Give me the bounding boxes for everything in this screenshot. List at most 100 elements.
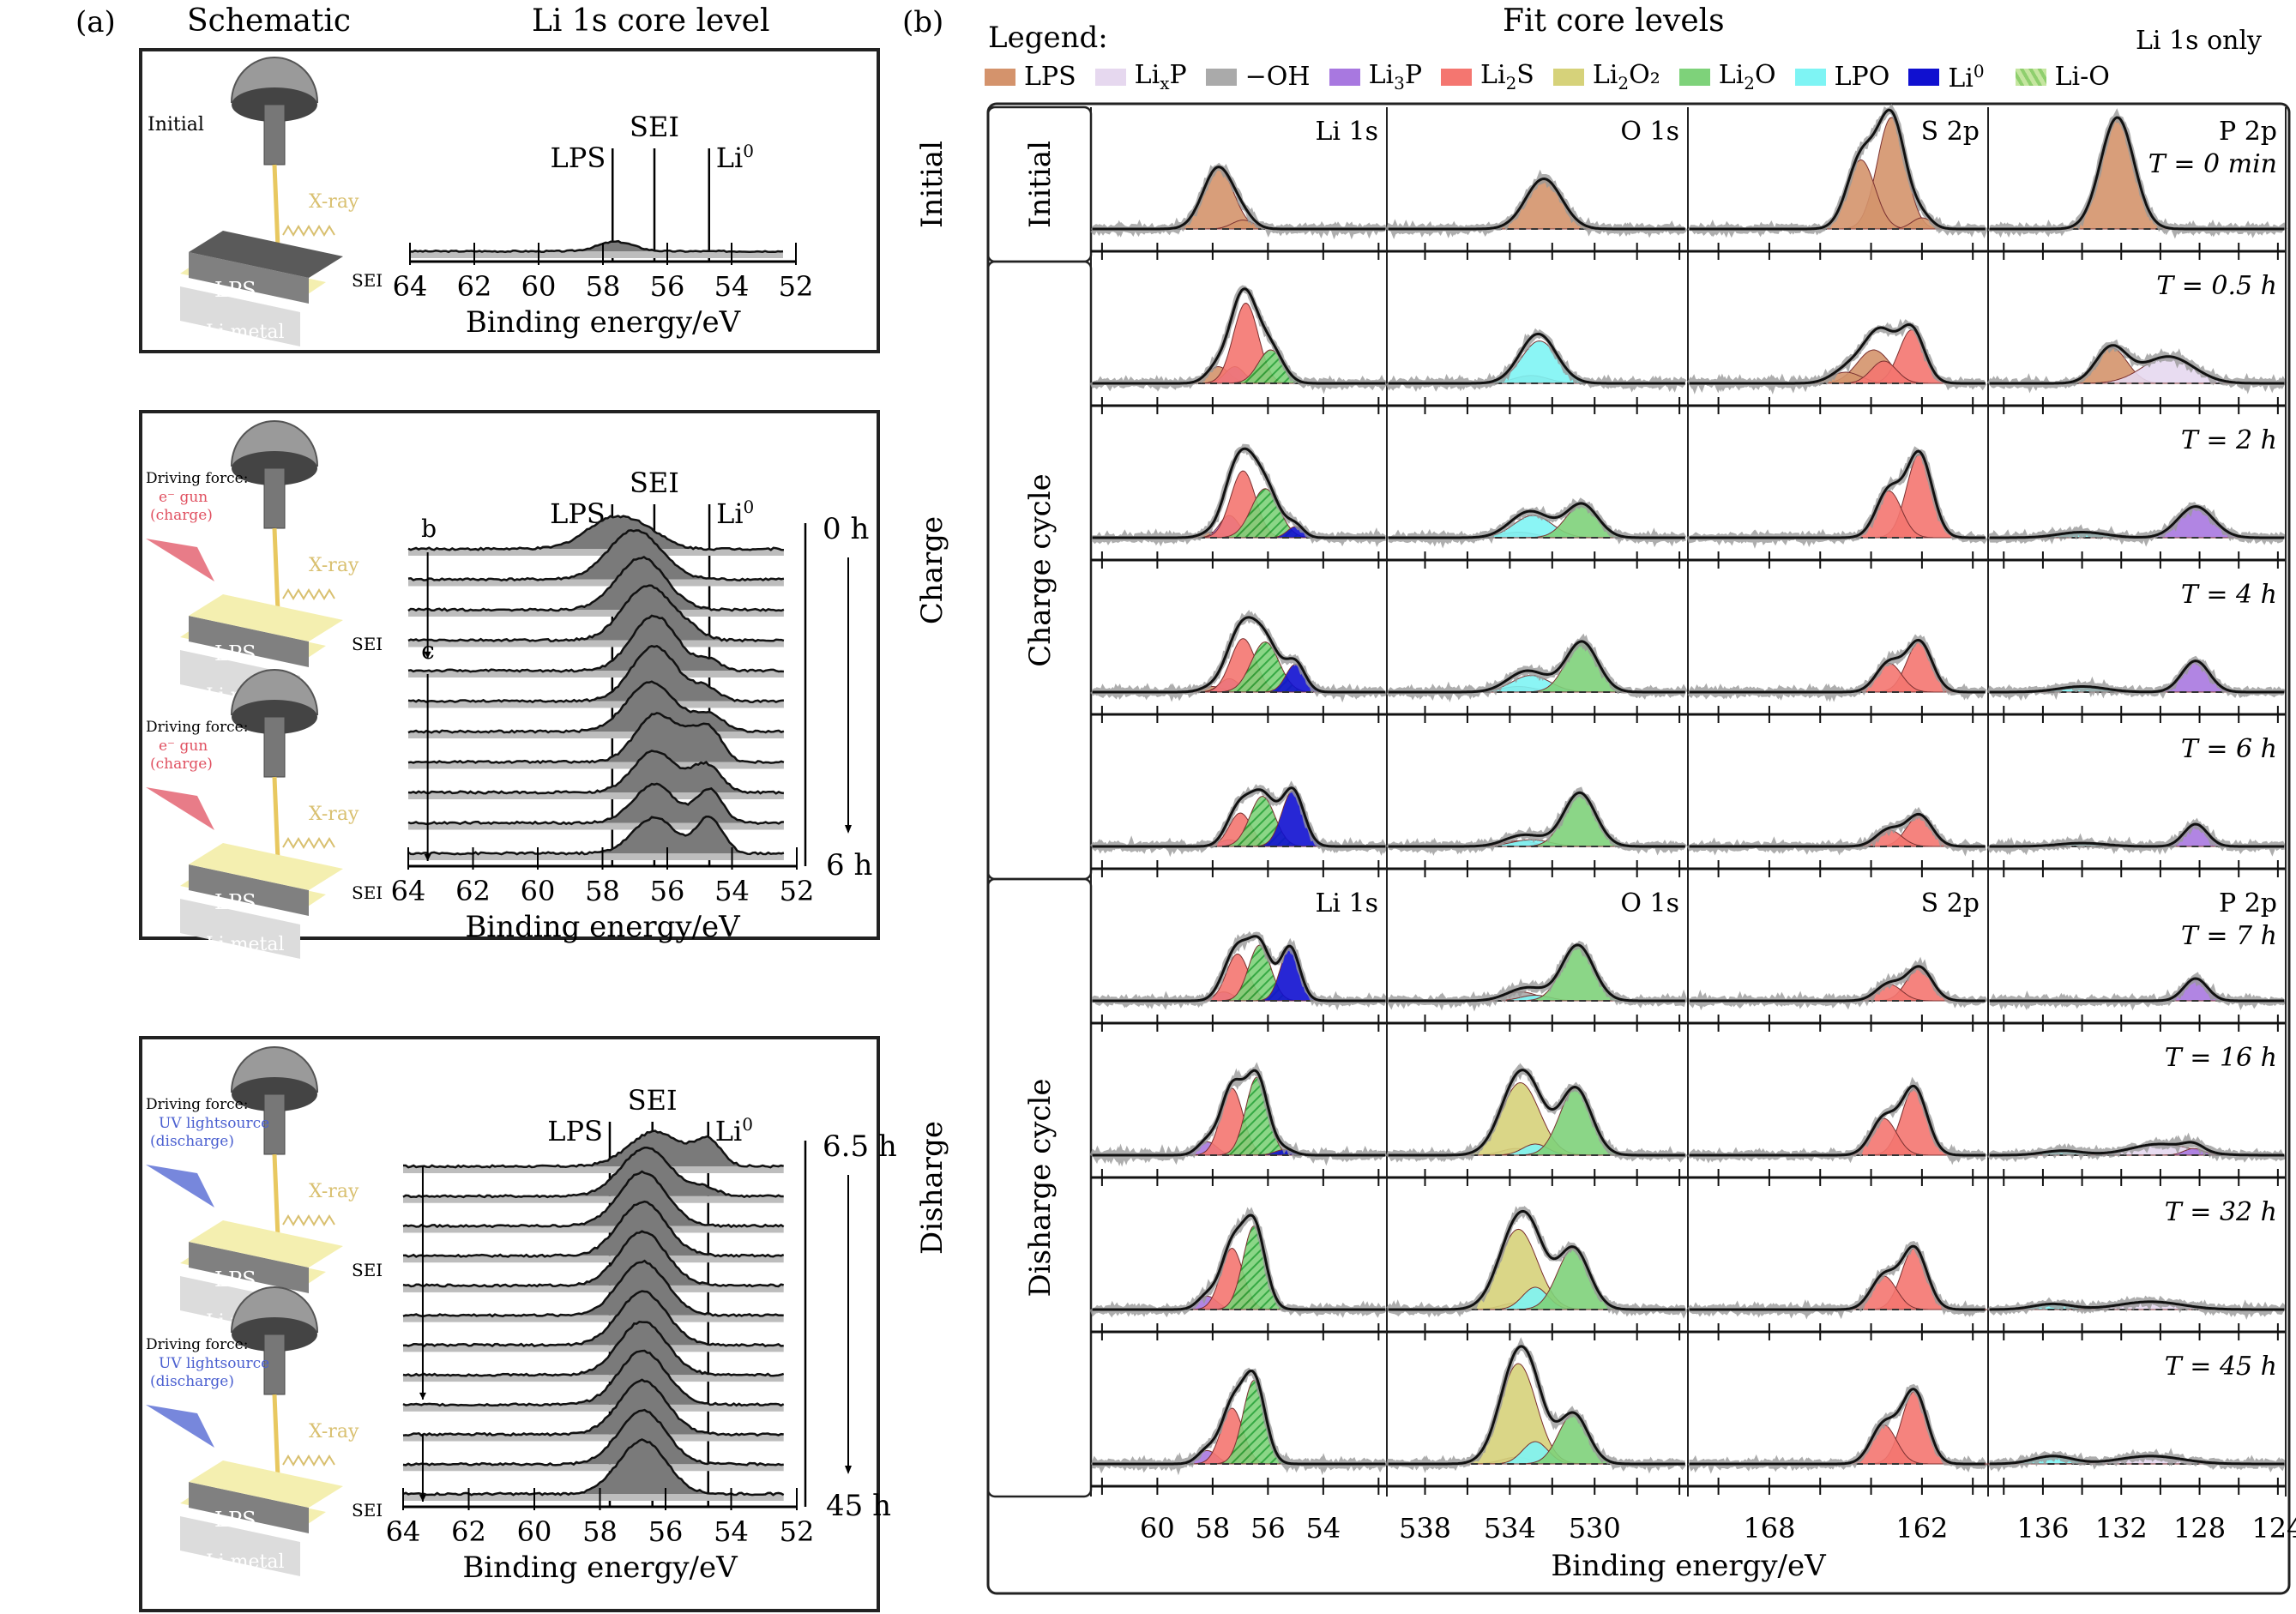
legend-item-li3p: Li3P bbox=[1329, 60, 1422, 93]
legend: LPS LixP −OH Li3P Li2S Li2O₂ Li2O LPO Li0 Li-O bbox=[985, 60, 2129, 93]
x-tick-label: 60 bbox=[521, 270, 557, 303]
fit-envelope bbox=[1092, 935, 1386, 1003]
legend-label: Li2O bbox=[1718, 60, 1776, 93]
column-name-o1s: O 1s bbox=[1620, 888, 1679, 918]
x-tick-label: 60 bbox=[517, 1515, 552, 1548]
spectrum-baseline-band bbox=[403, 1494, 784, 1501]
driving-force-source: UV lightsource bbox=[159, 1355, 269, 1372]
x-axis-title: Binding energy/eV bbox=[462, 1551, 738, 1585]
spectrum-line bbox=[402, 1259, 784, 1318]
xray-beam bbox=[272, 1394, 280, 1478]
lps-slab bbox=[189, 1242, 309, 1293]
cell-s2p-row-2 bbox=[1686, 416, 1988, 570]
schematic-discharge: X-ray LPS Li metal SEI Driving force: UV ligh… bbox=[146, 1046, 383, 1576]
x-tick-label: 168 bbox=[1743, 1512, 1795, 1545]
spectrum-line bbox=[402, 1200, 785, 1258]
spectrum-area bbox=[403, 1147, 784, 1197]
fit-envelope bbox=[1092, 287, 1386, 385]
spectrum-baseline-band bbox=[403, 1404, 784, 1412]
cell-li1s-row-8 bbox=[1090, 1342, 1388, 1497]
lps-top bbox=[189, 843, 343, 890]
legend-label: Li0 bbox=[1948, 60, 1985, 93]
time-label: T = 32 h bbox=[2165, 1197, 2277, 1227]
fit-envelope bbox=[1989, 822, 2285, 848]
lps-label: LPS bbox=[214, 278, 256, 302]
spectrum-line bbox=[407, 644, 785, 704]
legend-title: Legend: bbox=[988, 21, 1108, 55]
time-start-label: 6.5 h bbox=[823, 1129, 897, 1164]
spectrum-line bbox=[407, 614, 784, 673]
spectrum-area bbox=[408, 816, 784, 855]
driving-force-source: e⁻ gun bbox=[159, 489, 208, 506]
cell-p2p-row-5: P 2p bbox=[1987, 879, 2287, 1033]
spectrum-line bbox=[402, 1438, 785, 1497]
legend-item-li2o: Li2O bbox=[1678, 60, 1776, 93]
cell-li1s-row-2 bbox=[1090, 416, 1387, 570]
fit-envelope bbox=[1689, 965, 1986, 1003]
cell-o1s-row-3 bbox=[1386, 570, 1688, 725]
x-axis-title: Binding energy/eV bbox=[466, 305, 742, 340]
spectrum-baseline-band bbox=[403, 1166, 784, 1173]
x-tick-label: 60 bbox=[1140, 1512, 1175, 1545]
group-outer-label-2: Disharge bbox=[915, 1121, 949, 1255]
legend-label: Li-O bbox=[2054, 62, 2110, 92]
lps-top bbox=[189, 1220, 343, 1268]
legend-swatch bbox=[2015, 68, 2046, 86]
x-tick-label: 64 bbox=[393, 270, 428, 303]
time-label: T = 7 h bbox=[2181, 921, 2277, 951]
cell-p2p-row-7 bbox=[1984, 1188, 2287, 1342]
spectrum-line bbox=[407, 584, 785, 643]
sei-label: SEI bbox=[352, 1260, 383, 1280]
li1s-core-level-title: Li 1s core level bbox=[532, 3, 770, 39]
fit-envelope bbox=[1092, 1069, 1386, 1157]
li1s-box-0: LPS SEI Li0 64 62 60 58 56 54 52 Binding energy/eV bbox=[393, 111, 814, 340]
spectrum-line bbox=[403, 1129, 784, 1169]
cell-o1s-row-7 bbox=[1386, 1188, 1688, 1342]
li-metal-slab bbox=[180, 899, 300, 959]
column-name-li1s: Li 1s bbox=[1315, 888, 1378, 918]
driving-force-label: Driving force: bbox=[146, 719, 248, 736]
time-end-label: 45 h bbox=[826, 1489, 891, 1523]
x-tick-label: 64 bbox=[391, 875, 426, 907]
x-tick-label: 58 bbox=[1196, 1512, 1231, 1545]
spectrum-baseline-band bbox=[403, 1464, 784, 1472]
time-label: T = 2 h bbox=[2181, 425, 2277, 455]
group-outer-label-0: Initial bbox=[915, 141, 949, 228]
analyzer-column bbox=[263, 716, 286, 778]
cell-s2p-row-3 bbox=[1687, 570, 1988, 725]
analyzer-column bbox=[263, 1334, 286, 1395]
spectrum-line bbox=[407, 515, 784, 551]
driving-force-mode: (charge) bbox=[150, 756, 213, 773]
spectrum-baseline-band bbox=[408, 732, 784, 738]
x-tick-label: 58 bbox=[586, 270, 621, 303]
reference-label-sei: SEI bbox=[630, 467, 679, 499]
fit-envelope bbox=[1989, 505, 2285, 539]
legend-item-li0: Li0 bbox=[1908, 60, 1985, 93]
spectrum-line bbox=[407, 680, 785, 734]
xray-beam bbox=[272, 1153, 280, 1238]
analyzer-column bbox=[263, 104, 286, 166]
cell-p2p-row-4 bbox=[1986, 725, 2286, 879]
fit-envelope bbox=[1689, 812, 1986, 848]
x-tick-label: 162 bbox=[1895, 1512, 1948, 1545]
x-tick-label: 62 bbox=[455, 875, 491, 907]
cell-li1s-row-1 bbox=[1089, 262, 1388, 416]
xray-wave-icon bbox=[282, 1214, 335, 1226]
spectrum-line bbox=[402, 1230, 784, 1288]
legend-item-lixp: LixP bbox=[1094, 60, 1187, 93]
spectrum-area bbox=[408, 515, 784, 551]
schematic-title: Schematic bbox=[187, 3, 352, 39]
fit-envelope bbox=[1388, 177, 1685, 231]
xray-wave-icon bbox=[282, 588, 335, 600]
lps-label: LPS bbox=[214, 890, 256, 914]
fit-envelope bbox=[1092, 616, 1386, 694]
panel-b-plots: Initial Initial Charge cycle Charge Disharge… bbox=[915, 102, 2296, 1595]
spectrum-baseline-band bbox=[410, 251, 783, 258]
spectrum-area bbox=[408, 713, 784, 763]
time-end-label: 6 h bbox=[826, 848, 872, 882]
cell-s2p-row-6 bbox=[1687, 1033, 1988, 1188]
x-tick-label: 52 bbox=[779, 270, 814, 303]
cell-p2p-row-2 bbox=[1987, 416, 2287, 570]
